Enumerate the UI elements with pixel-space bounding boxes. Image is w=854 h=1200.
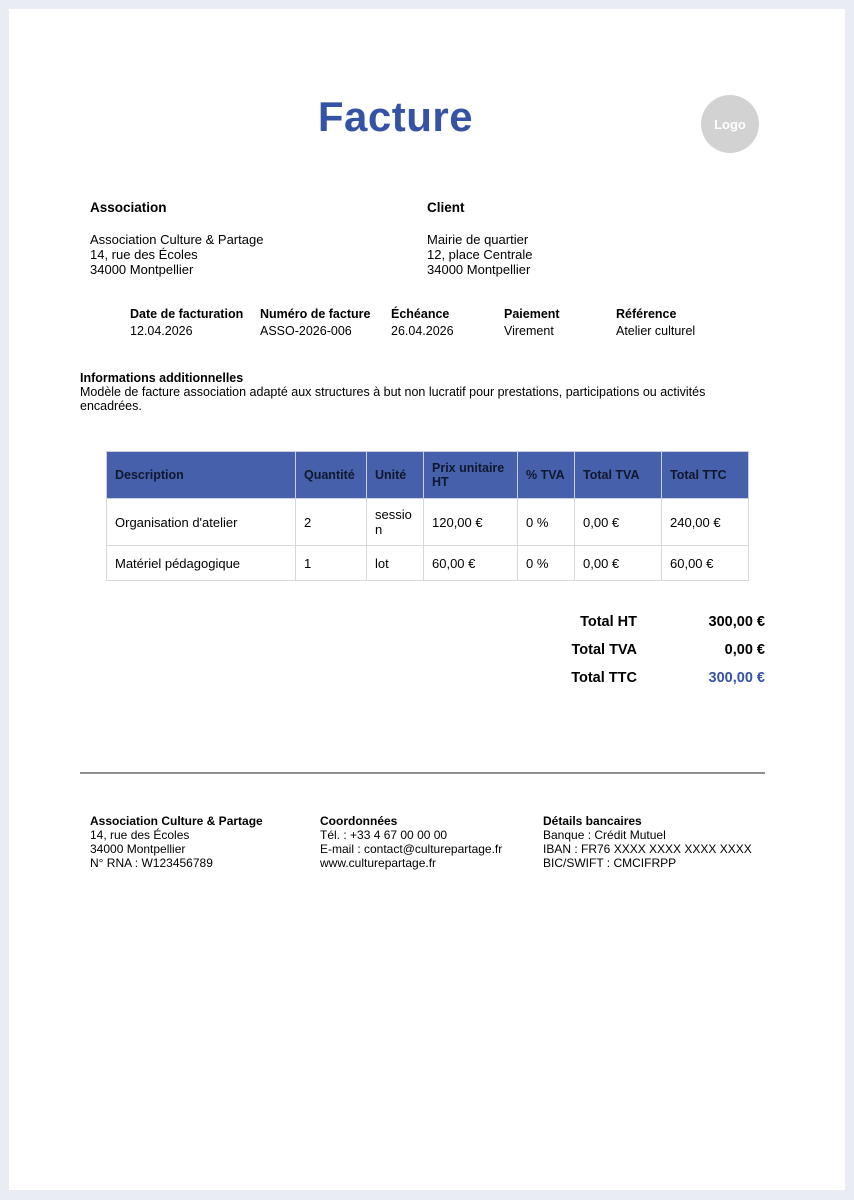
cell-unit-price: 120,00 € — [423, 498, 518, 546]
total-ht-row: Total HT 300,00 € — [80, 615, 765, 630]
additional-info-text: Modèle de facture association adapté aux… — [80, 385, 706, 413]
col-header-quantity: Quantité — [295, 451, 367, 499]
meta-label: Paiement — [504, 307, 560, 321]
total-ttc-value: 300,00 € — [708, 670, 765, 686]
total-tva-value: 0,00 € — [724, 642, 765, 658]
meta-reference: Référence Atelier culturel — [616, 308, 765, 338]
table-row: Matériel pédagogique 1 lot 60,00 € 0 % 0… — [106, 545, 749, 581]
meta-invoice-date: Date de facturation 12.04.2026 — [130, 308, 260, 338]
meta-value: Atelier culturel — [616, 324, 696, 338]
col-header-vat-rate: % TVA — [517, 451, 575, 499]
footer-association-column: Association Culture & Partage 14, rue de… — [90, 814, 320, 870]
meta-value: Virement — [504, 324, 554, 338]
client-name: Mairie de quartier — [427, 232, 529, 247]
invoice-header: Facture Logo — [90, 93, 765, 153]
footer-email: E-mail : contact@culturepartage.fr — [320, 842, 503, 856]
meta-value: 12.04.2026 — [130, 324, 193, 338]
cell-unit-price: 60,00 € — [423, 545, 518, 581]
association-block: Association Association Culture & Partag… — [90, 200, 427, 277]
client-city: 34000 Montpellier — [427, 262, 531, 277]
cell-description: Matériel pédagogique — [106, 545, 296, 581]
footer-line: N° RNA : W123456789 — [90, 856, 213, 870]
footer-contact-column: Coordonnées Tél. : +33 4 67 00 00 00 E-m… — [320, 814, 543, 870]
cell-ttc-total: 240,00 € — [661, 498, 749, 546]
association-city: 34000 Montpellier — [90, 262, 194, 277]
invoice-title: Facture — [317, 93, 474, 140]
cell-vat-total: 0,00 € — [574, 498, 662, 546]
association-name: Association Culture & Partage — [90, 232, 264, 247]
total-ht-label: Total HT — [580, 614, 637, 630]
invoice-content: Facture Logo Association Association Cul… — [9, 9, 845, 870]
col-header-unit: Unité — [366, 451, 424, 499]
additional-info-section: Informations additionnelles Modèle de fa… — [80, 371, 765, 413]
cell-vat-total: 0,00 € — [574, 545, 662, 581]
footer-bank-heading: Détails bancaires — [543, 814, 642, 828]
invoice-meta-row: Date de facturation 12.04.2026 Numéro de… — [130, 308, 765, 338]
meta-payment-method: Paiement Virement — [504, 308, 616, 338]
client-heading: Client — [427, 200, 465, 215]
client-street: 12, place Centrale — [427, 247, 533, 262]
col-header-description: Description — [106, 451, 296, 499]
logo-label: Logo — [714, 116, 746, 132]
footer-bic: BIC/SWIFT : CMCIFRPP — [543, 856, 677, 870]
meta-label: Numéro de facture — [260, 307, 371, 321]
association-street: 14, rue des Écoles — [90, 247, 198, 262]
invoice-page: Facture Logo Association Association Cul… — [9, 9, 845, 1190]
items-table-header: Description Quantité Unité Prix unitaire… — [106, 451, 749, 499]
meta-label: Référence — [616, 307, 677, 321]
parties-section: Association Association Culture & Partag… — [90, 200, 765, 277]
totals-section: Total HT 300,00 € Total TVA 0,00 € Total… — [80, 615, 765, 686]
cell-description: Organisation d'atelier — [106, 498, 296, 546]
total-ttc-row: Total TTC 300,00 € — [80, 671, 765, 686]
footer-bank-name: Banque : Crédit Mutuel — [543, 828, 666, 842]
col-header-ttc-total: Total TTC — [661, 451, 749, 499]
footer-line: 14, rue des Écoles — [90, 828, 190, 842]
footer-phone: Tél. : +33 4 67 00 00 00 — [320, 828, 448, 842]
logo-placeholder: Logo — [701, 95, 759, 153]
cell-vat-rate: 0 % — [517, 545, 575, 581]
total-ttc-label: Total TTC — [571, 670, 637, 686]
cell-quantity: 1 — [295, 545, 367, 581]
footer-iban: IBAN : FR76 XXXX XXXX XXXX XXXX — [543, 842, 752, 856]
meta-value: ASSO-2026-006 — [260, 324, 352, 338]
meta-label: Date de facturation — [130, 307, 244, 321]
footer-divider — [80, 772, 765, 774]
table-row: Organisation d'atelier 2 session 120,00 … — [106, 498, 749, 546]
col-header-unit-price: Prix unitaire HT — [423, 451, 518, 499]
cell-ttc-total: 60,00 € — [661, 545, 749, 581]
client-block: Client Mairie de quartier 12, place Cent… — [427, 200, 765, 277]
cell-unit: session — [366, 498, 424, 546]
footer-line: 34000 Montpellier — [90, 842, 186, 856]
cell-vat-rate: 0 % — [517, 498, 575, 546]
header-row: Description Quantité Unité Prix unitaire… — [106, 451, 749, 499]
footer-bank-column: Détails bancaires Banque : Crédit Mutuel… — [543, 814, 765, 870]
col-header-vat-total: Total TVA — [574, 451, 662, 499]
meta-due-date: Échéance 26.04.2026 — [391, 308, 504, 338]
meta-label: Échéance — [391, 307, 450, 321]
items-table: Description Quantité Unité Prix unitaire… — [106, 451, 749, 581]
meta-value: 26.04.2026 — [391, 324, 454, 338]
meta-invoice-number: Numéro de facture ASSO-2026-006 — [260, 308, 391, 338]
association-heading: Association — [90, 200, 167, 215]
cell-quantity: 2 — [295, 498, 367, 546]
footer-website: www.culturepartage.fr — [320, 856, 437, 870]
cell-unit: lot — [366, 545, 424, 581]
total-tva-label: Total TVA — [571, 642, 637, 658]
invoice-footer: Association Culture & Partage 14, rue de… — [90, 814, 765, 870]
footer-contact-heading: Coordonnées — [320, 814, 398, 828]
total-ht-value: 300,00 € — [708, 614, 765, 630]
additional-info-heading: Informations additionnelles — [80, 371, 244, 385]
footer-association-heading: Association Culture & Partage — [90, 814, 263, 828]
total-tva-row: Total TVA 0,00 € — [80, 643, 765, 658]
